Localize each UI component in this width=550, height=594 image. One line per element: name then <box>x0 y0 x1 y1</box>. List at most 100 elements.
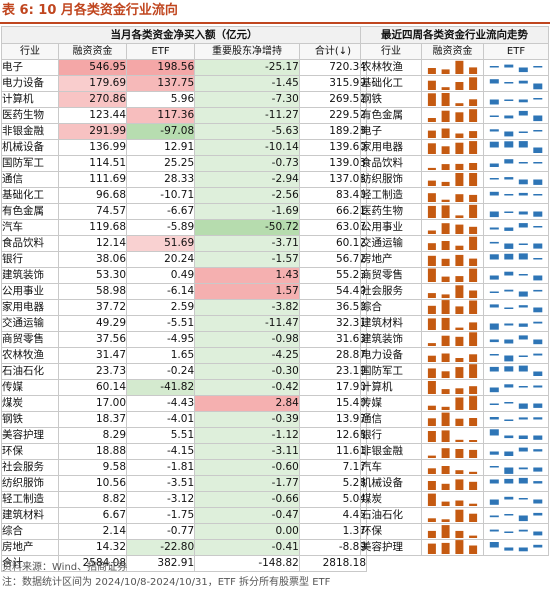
table-row: 钢铁 18.37 -4.01 -0.39 13.97 <box>1 411 368 428</box>
margin-trend-bar <box>441 146 450 154</box>
etf-trend-bar <box>504 366 514 372</box>
cell-industry: 合计 <box>1 555 59 572</box>
cell-industry: 基础化工 <box>1 187 59 204</box>
margin-sparkbars <box>421 203 484 220</box>
margin-trend-bar <box>469 268 478 282</box>
etf-trend-bar <box>504 211 514 213</box>
trend-industry: 机械设备 <box>360 475 422 492</box>
cell-holder: -1.69 <box>194 203 300 220</box>
etf-trend-bar <box>489 178 499 180</box>
header-col-margin-trend: 融资资金 <box>421 43 484 60</box>
etf-sparkbars <box>482 139 550 156</box>
margin-trend-bar <box>455 470 464 474</box>
cell-total: -8.89 <box>298 539 368 556</box>
margin-trend-bar <box>469 322 478 330</box>
margin-trend-bar <box>469 354 478 362</box>
etf-trend-bar <box>533 544 543 548</box>
etf-trend-bar <box>533 371 543 376</box>
etf-trend-bar <box>489 129 499 132</box>
trend-row: 家用电器 <box>360 139 550 156</box>
etf-trend-bar <box>489 466 499 468</box>
table-row: 国防军工 114.51 25.25 -0.73 139.03 <box>1 155 368 172</box>
cell-holder: 0.00 <box>194 523 300 540</box>
etf-sparkbars <box>482 379 550 396</box>
cell-holder: -1.45 <box>194 75 300 92</box>
etf-trend-bar <box>504 384 514 388</box>
trend-row: 银行 <box>360 427 550 444</box>
etf-sparkbars <box>482 507 550 524</box>
etf-trend-bar <box>489 254 499 260</box>
etf-trend-bar <box>533 66 543 68</box>
header-col-margin: 融资资金 <box>57 43 128 60</box>
etf-trend-bar <box>504 159 514 164</box>
margin-trend-bar <box>427 530 436 538</box>
table-row: 农林牧渔 31.47 1.65 -4.25 28.87 <box>1 347 368 364</box>
margin-trend-bar <box>441 69 450 74</box>
margin-trend-bar <box>469 141 478 154</box>
margin-trend-bar <box>427 93 436 106</box>
cell-total: 7.17 <box>298 459 368 476</box>
etf-trend-bar <box>533 499 543 504</box>
header-col-industry: 行业 <box>360 43 422 60</box>
cell-etf: -6.14 <box>126 283 196 300</box>
trend-industry: 农林牧渔 <box>360 59 422 76</box>
cell-etf: 28.33 <box>126 171 196 188</box>
margin-trend-bar <box>455 215 464 218</box>
table-row: 公用事业 58.98 -6.14 1.57 54.40 <box>1 283 368 300</box>
margin-sparkbars <box>421 59 484 76</box>
etf-trend-bar <box>518 467 528 470</box>
margin-trend-bar <box>469 109 478 122</box>
cell-industry: 传媒 <box>1 379 59 396</box>
cell-etf: 25.25 <box>126 155 196 172</box>
margin-trend-bar <box>427 405 436 410</box>
table-row: 非银金融 291.99 -97.08 -5.63 189.28 <box>1 123 368 140</box>
cell-etf: -3.51 <box>126 475 196 492</box>
margin-trend-bar <box>441 199 450 202</box>
margin-trend-bar <box>455 397 464 410</box>
margin-trend-bar <box>427 481 436 490</box>
cell-industry: 国防军工 <box>1 155 59 172</box>
cell-holder: -3.82 <box>194 299 300 316</box>
margin-trend-bar <box>455 388 464 394</box>
margin-trend-bar <box>427 167 436 170</box>
margin-trend-bar <box>441 276 450 282</box>
cell-etf: 137.75 <box>126 75 196 92</box>
etf-trend-bar <box>518 417 528 420</box>
cell-margin: 2.14 <box>57 523 128 540</box>
cell-etf: -0.24 <box>126 363 196 380</box>
margin-trend-bar <box>427 180 436 186</box>
cell-industry: 社会服务 <box>1 459 59 476</box>
margin-trend-bar <box>441 317 450 330</box>
trend-industry: 建筑装饰 <box>360 331 422 348</box>
trend-row: 建筑装饰 <box>360 331 550 348</box>
cell-margin: 2584.08 <box>57 555 128 572</box>
cell-etf: -4.15 <box>126 443 196 460</box>
cell-margin: 179.69 <box>57 75 128 92</box>
trend-industry: 房地产 <box>360 251 422 268</box>
etf-sparkbars <box>482 427 550 444</box>
margin-trend-bar <box>455 194 464 202</box>
margin-trend-bar <box>441 258 450 266</box>
source-note: 资料来源：Wind、招商证券 <box>2 562 128 573</box>
margin-trend-bar <box>469 290 478 298</box>
cell-industry: 环保 <box>1 443 59 460</box>
etf-trend-bar <box>489 304 499 308</box>
table-row: 医药生物 123.44 117.36 -11.27 229.52 <box>1 107 368 124</box>
trend-row: 传媒 <box>360 395 550 412</box>
etf-trend-bar <box>518 498 528 500</box>
trend-row: 轻工制造 <box>360 187 550 204</box>
margin-sparkbars <box>421 187 484 204</box>
cell-total: 315.99 <box>298 75 368 92</box>
trend-group-header: 最近四周各类资金行业流向走势 <box>359 26 550 44</box>
cell-margin: 8.29 <box>57 427 128 444</box>
cell-industry: 机械设备 <box>1 139 59 156</box>
margin-trend-bar <box>427 418 436 426</box>
etf-trend-bar <box>518 365 528 372</box>
table-row: 商贸零售 37.56 -4.95 -0.98 31.63 <box>1 331 368 348</box>
cell-margin: 37.56 <box>57 331 128 348</box>
etf-trend-bar <box>504 194 514 196</box>
cell-holder: -1.57 <box>194 251 300 268</box>
margin-trend-bar <box>455 142 464 154</box>
etf-sparkbars <box>482 203 550 220</box>
table-row: 传媒 60.14 -41.82 -0.42 17.90 <box>1 379 368 396</box>
